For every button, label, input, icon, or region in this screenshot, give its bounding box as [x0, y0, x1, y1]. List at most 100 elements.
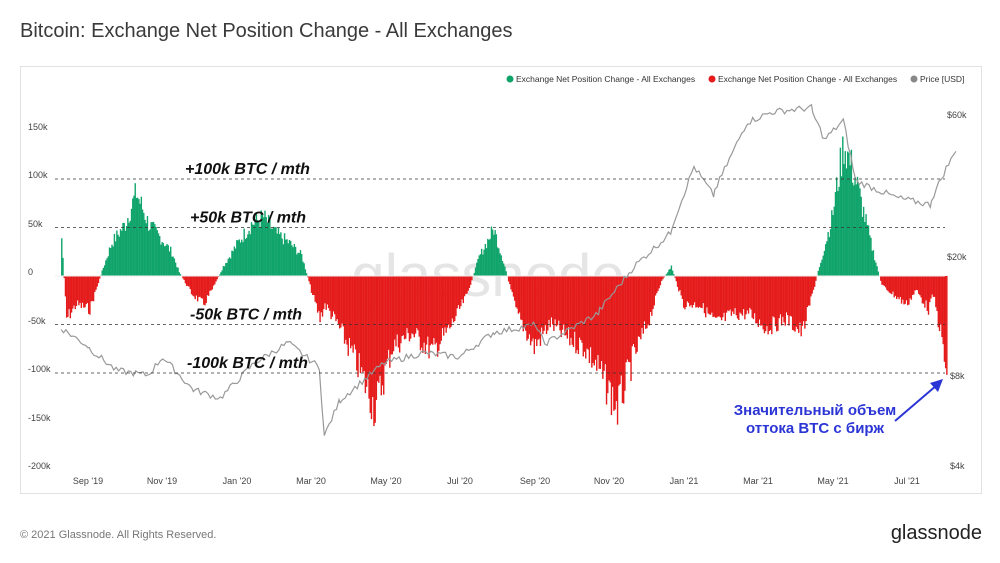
- bar-negative: [706, 276, 708, 308]
- bar-positive: [842, 136, 844, 276]
- bar-negative: [79, 276, 81, 303]
- annotation-arrowhead: [930, 379, 943, 392]
- legend-dot: [506, 75, 514, 83]
- bar-negative: [909, 276, 911, 299]
- bar-negative: [937, 276, 940, 328]
- bar-negative: [375, 276, 378, 400]
- bar-negative: [583, 276, 586, 352]
- bar-negative: [518, 276, 521, 313]
- bar-positive: [305, 273, 308, 276]
- bar-positive: [856, 176, 859, 276]
- bar-positive: [255, 213, 258, 276]
- bar-positive: [877, 271, 880, 276]
- legend-item-price[interactable]: Price [USD]: [910, 74, 965, 84]
- bar-negative: [351, 276, 353, 346]
- bar-negative: [798, 276, 800, 333]
- bar-negative: [682, 276, 685, 308]
- bar-negative: [806, 276, 809, 308]
- bar-positive: [144, 219, 146, 276]
- bar-positive: [166, 244, 168, 276]
- bar-negative: [357, 276, 359, 378]
- bar-positive: [225, 263, 227, 276]
- bar-positive: [296, 254, 298, 276]
- bar-negative: [727, 276, 729, 311]
- bar-negative: [353, 276, 356, 345]
- bar-positive: [218, 274, 221, 276]
- bar-negative: [739, 276, 741, 313]
- bar-negative: [85, 276, 87, 305]
- bar-negative: [897, 276, 899, 298]
- bar-negative: [910, 276, 913, 300]
- bar-negative: [395, 276, 397, 347]
- bar-positive: [232, 251, 234, 276]
- bar-negative: [660, 276, 663, 281]
- bar-positive: [499, 253, 501, 276]
- bar-negative: [555, 276, 558, 327]
- bar-negative: [364, 276, 367, 394]
- bar-negative: [534, 276, 537, 340]
- bar-negative: [566, 276, 569, 339]
- bar-negative: [383, 276, 385, 395]
- bar-negative: [564, 276, 566, 336]
- bar-negative: [802, 276, 805, 322]
- bar-positive: [294, 246, 297, 276]
- bar-negative: [511, 276, 513, 293]
- bar-negative: [686, 276, 689, 302]
- bar-negative: [531, 276, 533, 342]
- bar-negative: [892, 276, 894, 292]
- bar-negative: [196, 276, 199, 302]
- bar-negative: [585, 276, 587, 359]
- annotation-arrow: [894, 384, 938, 422]
- bar-negative: [83, 276, 85, 308]
- bar-positive: [292, 247, 294, 276]
- bar-positive: [163, 246, 166, 276]
- bar-negative: [924, 276, 926, 308]
- bar-negative: [931, 276, 933, 295]
- bar-negative: [921, 276, 924, 304]
- bar-negative: [575, 276, 577, 354]
- bar-negative: [569, 276, 571, 346]
- bar-negative: [436, 276, 439, 357]
- bar-negative: [86, 276, 89, 304]
- bar-negative: [309, 276, 311, 285]
- bar-negative: [581, 276, 583, 343]
- bar-negative: [193, 276, 195, 297]
- bar-negative: [544, 276, 547, 326]
- x-tick-label: Jan '20: [223, 476, 252, 486]
- bar-negative: [80, 276, 83, 308]
- y-right-tick-label: $60k: [947, 110, 967, 120]
- bar-positive: [130, 208, 133, 276]
- bar-positive: [303, 263, 305, 276]
- bar-negative: [398, 276, 401, 353]
- bar-negative: [420, 276, 423, 348]
- legend-item-outflow[interactable]: Exchange Net Position Change - All Excha…: [708, 74, 898, 84]
- bar-negative: [766, 276, 768, 327]
- bar-negative: [307, 276, 309, 278]
- bar-negative: [346, 276, 348, 345]
- bar-negative: [618, 276, 620, 386]
- bar-positive: [875, 262, 877, 276]
- bar-negative: [729, 276, 731, 310]
- bar-positive: [286, 239, 288, 276]
- bar-negative: [199, 276, 201, 297]
- bar-positive: [668, 269, 670, 276]
- bar-negative: [69, 276, 72, 319]
- bar-positive: [477, 258, 479, 276]
- bar-negative: [417, 276, 419, 331]
- bar-negative: [602, 276, 604, 379]
- bar-negative: [773, 276, 775, 318]
- legend-item-inflow[interactable]: Exchange Net Position Change - All Excha…: [506, 74, 696, 84]
- bar-negative: [419, 276, 422, 351]
- bar-positive: [282, 244, 285, 276]
- bar-negative: [458, 276, 461, 309]
- bar-negative: [571, 276, 573, 345]
- bar-negative: [719, 276, 722, 318]
- bar-negative: [691, 276, 693, 308]
- bar-negative: [614, 276, 616, 410]
- bar-negative: [525, 276, 527, 331]
- bar-negative: [649, 276, 652, 313]
- bar-negative: [423, 276, 425, 343]
- bar-negative: [724, 276, 726, 322]
- bar-negative: [70, 276, 73, 313]
- bar-negative: [763, 276, 766, 334]
